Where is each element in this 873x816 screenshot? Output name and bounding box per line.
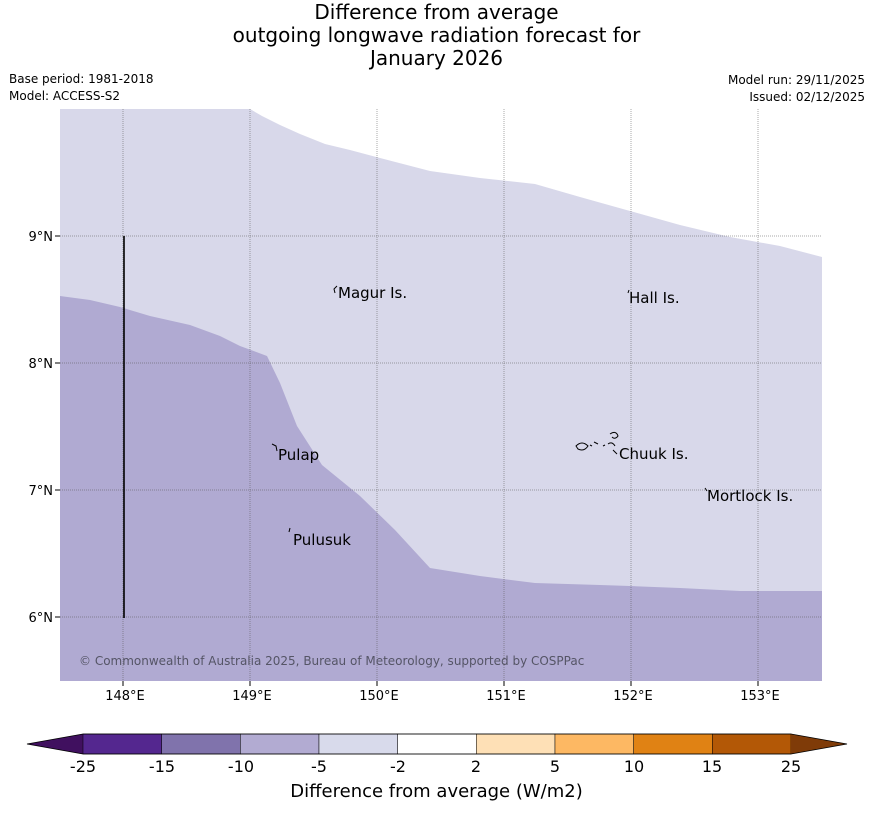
- lon-tick-151e: 151°E: [486, 689, 526, 704]
- lon-tick-150e: 150°E: [359, 689, 399, 704]
- place-label-pulusuk: Pulusuk: [293, 531, 351, 549]
- colorbar-segment: [633, 733, 713, 755]
- chart-title-line-2: outgoing longwave radiation forecast for: [232, 23, 641, 47]
- colorbar-segment: [82, 733, 162, 755]
- lon-tick-153e: 153°E: [740, 689, 780, 704]
- cb-tick-8: 15: [701, 757, 723, 776]
- cb-tick-3: -5: [311, 757, 327, 776]
- pulap-island-outline: [271, 443, 278, 452]
- chuuk-island-outlines: [575, 431, 619, 455]
- white-region: [60, 109, 822, 257]
- cb-tick-1: -15: [148, 757, 176, 776]
- lon-tick-149e: 149°E: [232, 689, 272, 704]
- darker-region: [60, 296, 822, 681]
- colorbar-segment: [712, 733, 792, 755]
- lat-tick-marks: [55, 235, 60, 618]
- cb-tick-2: -10: [227, 757, 255, 776]
- colorbar-extend-high: [791, 734, 847, 754]
- cb-tick-5: 2: [470, 757, 482, 776]
- chart-title-line-1: Difference from average: [314, 0, 559, 24]
- place-label-pulap: Pulap: [278, 446, 319, 464]
- model-name: Model: ACCESS-S2: [9, 89, 121, 103]
- lat-tick-7n: 7°N: [29, 484, 54, 499]
- place-label-hall: Hall Is.: [629, 289, 680, 307]
- copyright-notice: © Commonwealth of Australia 2025, Bureau…: [79, 654, 584, 668]
- graticule: [60, 109, 822, 681]
- island-outlines: [271, 285, 708, 533]
- colorbar-segment: [161, 733, 241, 755]
- pulusuk-island-outline: [288, 527, 291, 533]
- lon-tick-marks: [122, 681, 759, 686]
- hall-island-outline: [627, 289, 630, 294]
- colorbar-outline: [26, 733, 848, 755]
- lat-tick-labels: 9°N 8°N 7°N 6°N: [29, 230, 54, 626]
- cb-tick-9: 25: [780, 757, 802, 776]
- lon-tick-labels: 148°E 149°E 150°E 151°E 152°E 153°E: [105, 689, 780, 704]
- place-labels: Magur Is. Hall Is. Pulap Chuuk Is. Mortl…: [278, 284, 793, 549]
- magur-island-outline: [333, 285, 338, 294]
- meta-right: Model run: 29/11/2025 Issued: 02/12/2025: [728, 72, 865, 106]
- base-period: Base period: 1981-2018: [9, 72, 154, 86]
- cb-tick-0: -25: [69, 757, 97, 776]
- lat-tick-8n: 8°N: [29, 357, 54, 372]
- lat-tick-6n: 6°N: [29, 611, 54, 626]
- cb-tick-4: -2: [390, 757, 406, 776]
- cb-tick-7: 10: [623, 757, 645, 776]
- lat-tick-9n: 9°N: [29, 230, 54, 245]
- cb-tick-6: 5: [549, 757, 561, 776]
- chart-title-line-3: January 2026: [369, 46, 504, 70]
- model-run: Model run: 29/11/2025: [727, 73, 865, 87]
- colorbar-segment: [554, 733, 634, 755]
- place-label-magur: Magur Is.: [338, 284, 407, 302]
- issued-date: Issued: 02/12/2025: [749, 90, 865, 104]
- colorbar-segment: [397, 733, 477, 755]
- place-label-mortlock: Mortlock Is.: [707, 487, 793, 505]
- mortlock-island-outline: [704, 487, 708, 492]
- colorbar-title: Difference from average (W/m2): [290, 781, 583, 802]
- colorbar: [26, 733, 848, 755]
- meta-left: Base period: 1981-2018 Model: ACCESS-S2: [9, 71, 154, 105]
- colorbar-segment: [318, 733, 398, 755]
- lon-tick-152e: 152°E: [613, 689, 653, 704]
- colorbar-segment: [476, 733, 556, 755]
- lon-tick-148e: 148°E: [105, 689, 145, 704]
- colorbar-segment: [240, 733, 320, 755]
- colorbar-extend-low: [27, 734, 83, 754]
- place-label-chuuk: Chuuk Is.: [619, 445, 688, 463]
